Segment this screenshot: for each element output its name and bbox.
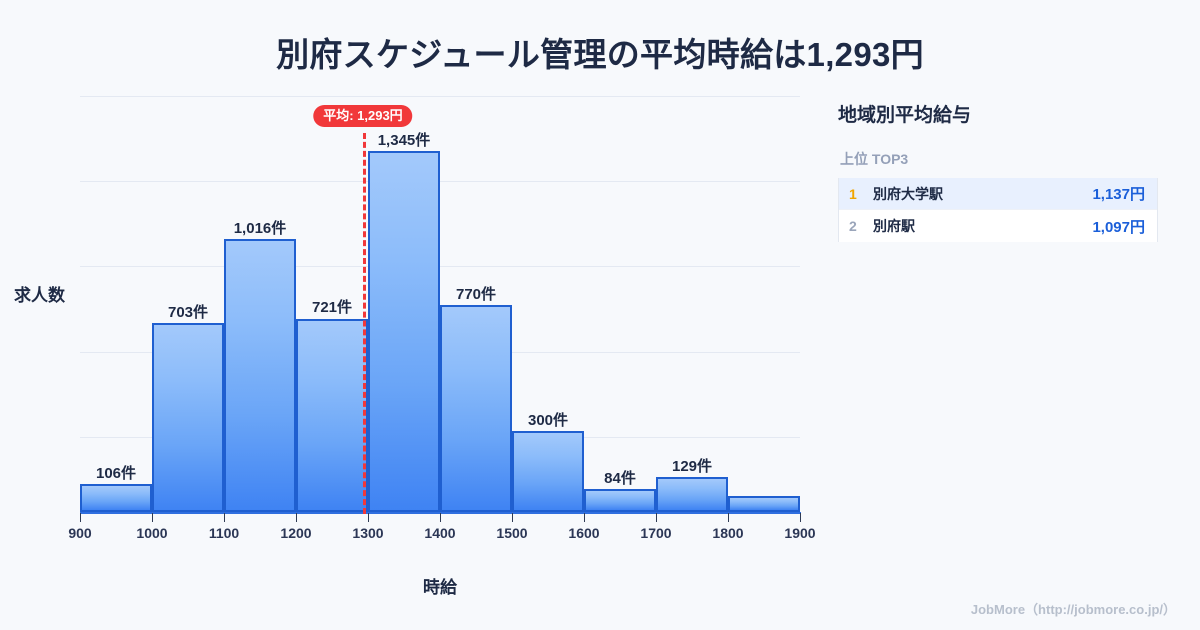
gridline [80, 96, 800, 97]
side-panel-subtitle: 上位 TOP3 [840, 151, 909, 167]
gridline [80, 266, 800, 267]
histogram-bar[interactable] [512, 431, 584, 512]
x-axis-tick [368, 513, 369, 522]
x-axis-tick [296, 513, 297, 522]
x-axis-tick-label: 1300 [352, 525, 384, 541]
bar-value-label: 129件 [671, 458, 713, 476]
x-axis-tick [656, 513, 657, 522]
histogram-bar[interactable] [80, 483, 152, 512]
bar-value-label: 106件 [95, 464, 137, 482]
bar-value-label: 84件 [604, 470, 636, 488]
rank-list: 1 別府大学駅 1,137円 2 別府駅 1,097円 [838, 178, 1158, 242]
x-axis-tick [152, 513, 153, 522]
bar-value-label: 1,345件 [377, 132, 431, 150]
histogram-bar[interactable] [152, 323, 224, 512]
rank-row[interactable]: 1 別府大学駅 1,137円 [839, 178, 1157, 210]
histogram-chart: 求人数 900 1000 1100 1200 1300 1400 1500 1600 1700 1… [14, 96, 816, 597]
y-axis-title: 求人数 [14, 286, 65, 305]
regional-salary-panel: 地域別平均給与 上位 TOP3 1 別府大学駅 1,137円 2 別府駅 1,097円 [838, 100, 1158, 242]
histogram-bar[interactable] [368, 151, 440, 512]
bar-value-label: 770件 [455, 286, 497, 304]
rank-salary-value: 1,097円 [1092, 218, 1145, 236]
x-axis-tick-label: 900 [68, 525, 92, 541]
x-axis-tick [440, 513, 441, 522]
rank-number: 1 [849, 185, 857, 202]
bar-value-label: 721件 [311, 299, 353, 317]
x-axis-tick [512, 513, 513, 522]
average-line [362, 133, 366, 514]
page-title: 別府スケジュール管理の平均時給は1,293円 [276, 36, 924, 73]
x-axis-tick-label: 1200 [280, 525, 312, 541]
x-axis-tick-label: 1800 [712, 525, 744, 541]
x-axis-tick [584, 513, 585, 522]
plot-area [80, 96, 800, 512]
side-panel-title: 地域別平均給与 [838, 105, 972, 126]
average-badge: 平均: 1,293円 [313, 105, 413, 127]
rank-area-name: 別府駅 [873, 218, 915, 234]
rank-row[interactable]: 2 別府駅 1,097円 [839, 210, 1157, 242]
bar-value-label: 703件 [167, 304, 209, 322]
rank-salary-value: 1,137円 [1092, 186, 1145, 203]
histogram-bar[interactable] [224, 239, 296, 512]
x-axis-tick-label: 1400 [424, 525, 456, 541]
histogram-bar[interactable] [296, 318, 368, 512]
x-axis-tick [728, 513, 729, 522]
gridline [80, 181, 800, 182]
x-axis-tick-label: 1600 [568, 525, 600, 541]
histogram-bar[interactable] [656, 477, 728, 512]
x-axis-tick [80, 513, 81, 522]
x-axis-tick [800, 513, 801, 522]
rank-number: 2 [849, 218, 857, 234]
x-axis-tick-label: 1500 [496, 525, 528, 541]
histogram-bar[interactable] [584, 489, 656, 512]
histogram-bar[interactable] [728, 495, 800, 512]
bar-value-label: 300件 [527, 412, 569, 430]
x-axis-tick [224, 513, 225, 522]
x-axis-tick-label: 1100 [208, 525, 240, 541]
x-axis-tick-label: 1900 [784, 525, 816, 541]
histogram-bar[interactable] [440, 305, 512, 512]
x-axis-title: 時給 [423, 578, 457, 597]
x-axis-tick-label: 1700 [640, 525, 672, 541]
rank-area-name: 別府大学駅 [873, 185, 943, 202]
footer-attribution: JobMore（http://jobmore.co.jp/） [970, 602, 1176, 617]
bar-value-label: 1,016件 [233, 220, 287, 238]
x-axis-tick-label: 1000 [136, 525, 168, 541]
